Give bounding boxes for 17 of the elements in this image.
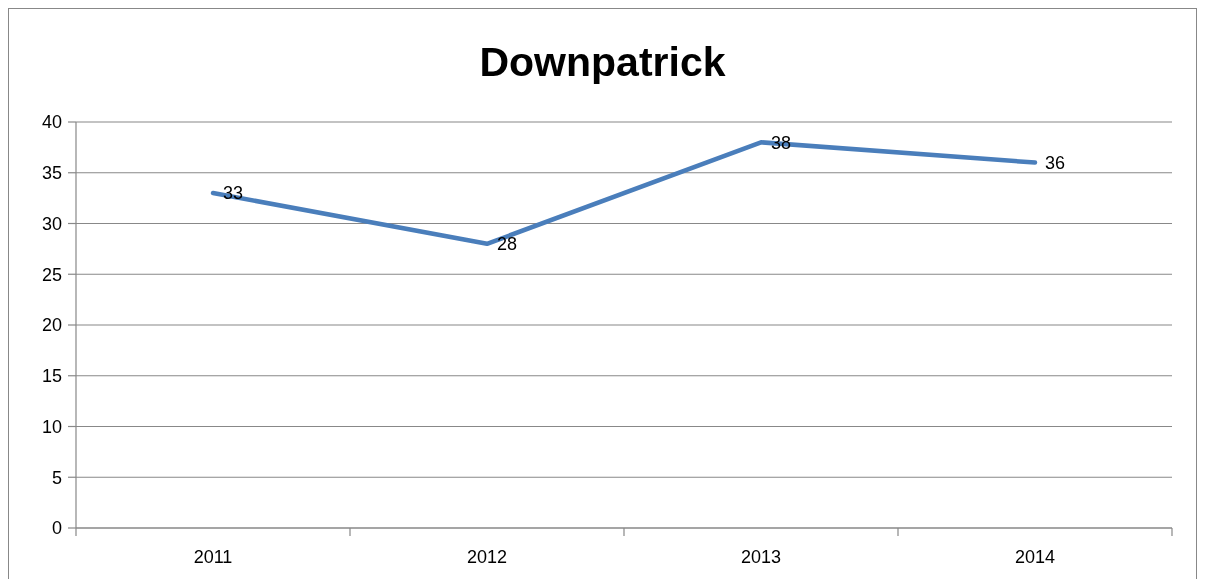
- y-tick-label: 10: [41, 416, 62, 437]
- x-tick-label: 2014: [1014, 546, 1056, 567]
- y-tick-label: 5: [51, 467, 62, 488]
- y-tick-label: 25: [41, 264, 62, 285]
- data-label: 28: [497, 234, 518, 255]
- data-label: 38: [771, 132, 792, 153]
- y-tick-label: 30: [41, 213, 62, 234]
- chart-title: Downpatrick: [479, 39, 726, 86]
- data-label: 36: [1045, 152, 1066, 173]
- y-tick-label: 35: [41, 163, 62, 184]
- x-tick-label: 2012: [466, 546, 508, 567]
- x-tick-label: 2013: [740, 546, 782, 567]
- x-tick-label: 2011: [193, 546, 233, 567]
- y-tick-label: 40: [41, 112, 62, 133]
- y-tick-label: 0: [51, 518, 62, 539]
- y-tick-label: 15: [41, 366, 62, 387]
- y-tick-label: 20: [41, 315, 62, 336]
